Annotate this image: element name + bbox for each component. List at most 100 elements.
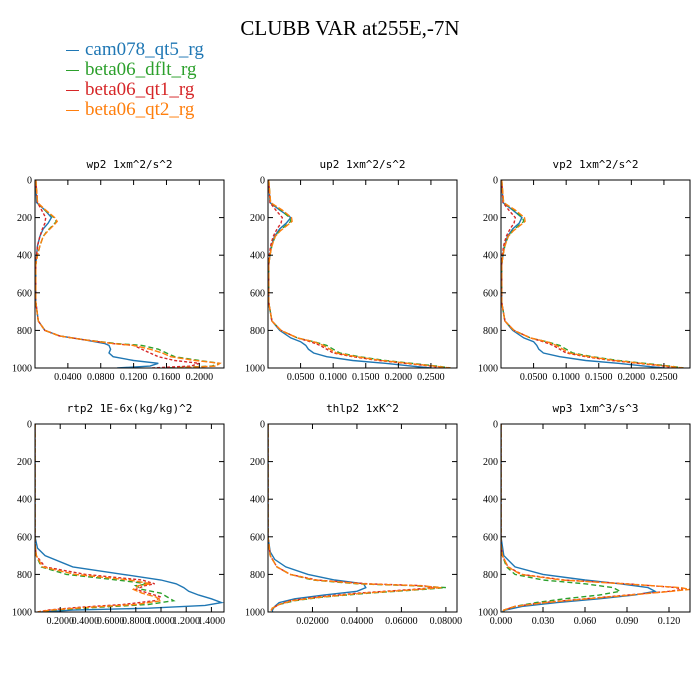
x-tick-label: 0.1000 xyxy=(319,372,347,383)
series-line xyxy=(268,424,442,612)
x-tick-label: 0.2000 xyxy=(186,372,214,383)
legend-item-dflt: beta06_dflt_rg xyxy=(66,60,204,80)
y-tick-label: 0 xyxy=(260,176,265,187)
series-line xyxy=(35,424,224,612)
panel-title: thlp2 1xK^2 xyxy=(326,402,399,415)
chart-panel: wp2 1xm^2/s^2 0 200 400 600 800 1000 0.0400 0.08… xyxy=(12,158,225,383)
series-line xyxy=(501,180,664,368)
y-tick-label: 0 xyxy=(493,176,498,187)
y-tick-label: 1000 xyxy=(478,364,498,375)
series-line xyxy=(35,180,200,368)
series-line xyxy=(35,424,163,612)
plot-frame xyxy=(500,179,691,369)
x-tick-label: 0.2500 xyxy=(650,372,678,383)
panel-title: wp2 1xm^2/s^2 xyxy=(86,158,172,171)
x-tick-label: 0.0500 xyxy=(520,372,548,383)
x-tick-label: 0.030 xyxy=(532,616,555,627)
y-tick-label: 0 xyxy=(27,420,32,431)
x-tick-label: 0.2000 xyxy=(46,616,74,627)
y-tick-label: 200 xyxy=(250,213,265,224)
y-tick-label: 400 xyxy=(17,495,32,506)
legend-label: beta06_dflt_rg xyxy=(85,59,197,80)
legend-item-cam078: cam078_qt5_rg xyxy=(66,40,204,60)
x-tick-label: 0.1500 xyxy=(352,372,380,383)
legend-item-qt1: beta06_qt1_rg xyxy=(66,80,204,100)
plot-frame xyxy=(34,179,225,369)
x-tick-label: 0.090 xyxy=(616,616,639,627)
x-tick-label: 0.2000 xyxy=(385,372,413,383)
panel-title: up2 1xm^2/s^2 xyxy=(319,158,405,171)
y-tick-label: 600 xyxy=(17,288,32,299)
y-tick-label: 400 xyxy=(250,495,265,506)
legend-label: beta06_qt1_rg xyxy=(85,79,195,100)
y-tick-label: 400 xyxy=(17,251,32,262)
y-tick-label: 200 xyxy=(250,457,265,468)
series-line xyxy=(35,180,221,368)
y-tick-label: 400 xyxy=(250,251,265,262)
legend-item-qt2: beta06_qt2_rg xyxy=(66,100,204,120)
y-tick-label: 1000 xyxy=(12,608,32,619)
y-tick-label: 800 xyxy=(17,326,32,337)
y-tick-label: 200 xyxy=(483,213,498,224)
y-tick-label: 200 xyxy=(17,457,32,468)
legend: cam078_qt5_rg beta06_dflt_rg beta06_qt1_… xyxy=(66,40,204,120)
plot-frame xyxy=(267,423,458,613)
y-tick-label: 0 xyxy=(493,420,498,431)
figure-title: CLUBB VAR at255E,-7N xyxy=(240,16,460,40)
series-line xyxy=(501,424,623,612)
series-line xyxy=(501,424,658,612)
x-tick-label: 0.1200 xyxy=(120,372,148,383)
series-line xyxy=(35,180,159,368)
y-tick-label: 800 xyxy=(17,570,32,581)
series-line xyxy=(501,424,684,612)
y-tick-label: 600 xyxy=(483,288,498,299)
series-line xyxy=(501,424,690,612)
legend-swatch xyxy=(66,109,79,111)
y-tick-label: 1000 xyxy=(245,364,265,375)
y-tick-label: 600 xyxy=(483,532,498,543)
x-tick-label: 0.0400 xyxy=(54,372,82,383)
chart-panel: vp2 1xm^2/s^2 0 200 400 600 800 1000 0.0500 0.10… xyxy=(478,158,691,383)
plot-frame xyxy=(34,423,225,613)
y-tick-label: 1000 xyxy=(245,608,265,619)
legend-label: cam078_qt5_rg xyxy=(85,39,204,60)
y-tick-label: 400 xyxy=(483,495,498,506)
x-tick-label: 0.2500 xyxy=(417,372,445,383)
y-tick-label: 600 xyxy=(250,532,265,543)
series-line xyxy=(268,424,435,612)
x-tick-label: 0.6000 xyxy=(97,616,125,627)
panel-title: wp3 1xm^3/s^3 xyxy=(552,402,638,415)
series-line xyxy=(268,180,431,368)
legend-swatch xyxy=(66,69,79,71)
x-tick-label: 0.1600 xyxy=(153,372,181,383)
y-tick-label: 0 xyxy=(260,420,265,431)
x-tick-label: 0.4000 xyxy=(72,616,100,627)
panel-title: vp2 1xm^2/s^2 xyxy=(552,158,638,171)
chart-panel: thlp2 1xK^2 0 200 400 600 800 1000 0.02000 0.040… xyxy=(245,402,462,627)
series-line xyxy=(268,424,367,612)
y-tick-label: 200 xyxy=(483,457,498,468)
x-tick-label: 0.1000 xyxy=(552,372,580,383)
x-tick-label: 0.06000 xyxy=(385,616,418,627)
legend-swatch xyxy=(66,89,79,91)
x-tick-label: 0.1500 xyxy=(585,372,613,383)
series-line xyxy=(501,180,684,368)
y-tick-label: 800 xyxy=(483,570,498,581)
x-tick-label: 1.0000 xyxy=(147,616,175,627)
y-tick-label: 1000 xyxy=(12,364,32,375)
y-tick-label: 800 xyxy=(250,570,265,581)
series-line xyxy=(35,180,222,368)
x-tick-label: 1.2000 xyxy=(172,616,200,627)
y-tick-label: 800 xyxy=(250,326,265,337)
legend-label: beta06_qt2_rg xyxy=(85,99,195,120)
y-tick-label: 200 xyxy=(17,213,32,224)
y-tick-label: 800 xyxy=(483,326,498,337)
x-tick-label: 1.4000 xyxy=(198,616,226,627)
y-tick-label: 600 xyxy=(17,532,32,543)
y-tick-label: 400 xyxy=(483,251,498,262)
y-tick-label: 0 xyxy=(27,176,32,187)
series-line xyxy=(268,180,451,368)
plot-frame xyxy=(500,423,691,613)
x-tick-label: 0.8000 xyxy=(122,616,150,627)
